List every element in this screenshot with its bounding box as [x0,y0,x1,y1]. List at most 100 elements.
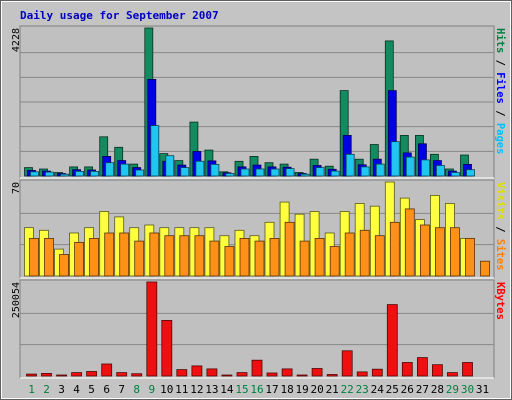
bar-kbytes-day-27 [416,357,428,377]
bar-kbytes-day-23 [356,371,368,377]
bar-sites-day-2 [44,237,54,277]
x-tick-label: 21 [326,383,339,396]
bar-pages-day-11 [180,167,190,177]
bar-sites-day-15 [239,237,250,277]
bar-pages-day-26 [405,156,415,177]
bar-sites-day-16 [254,240,265,277]
bar-kbytes-day-13 [206,368,218,377]
kbytes_panel: 250054 KBytes [11,279,506,379]
bar-sites-day-21 [329,246,340,277]
panel-axis-label: Hits / Files / Pages [494,28,506,154]
bar-kbytes-day-2 [41,372,52,377]
bar-sites-day-18 [284,221,295,277]
bar-pages-day-30 [466,169,475,177]
x-tick-label: 19 [295,383,308,396]
bar-kbytes-day-10 [161,319,173,377]
axis-label-part: Pages [494,123,506,155]
x-tick-label: 5 [88,383,95,396]
visits_panel: 70 Visits / Sites [11,179,506,279]
bar-pages-day-7 [120,163,130,177]
x-tick-label: 12 [190,383,203,396]
bar-kbytes-day-1 [26,373,37,377]
bar-kbytes-day-5 [86,371,97,377]
bar-kbytes-day-29 [446,372,458,377]
x-tick-label: 18 [280,383,293,396]
bar-kbytes-day-19 [296,374,308,377]
bar-kbytes-day-15 [236,372,248,377]
axis-label-part: KBytes [494,282,506,320]
bar-pages-day-13 [210,163,220,177]
bar-kbytes-day-3 [56,374,67,377]
x-tick-label: 4 [73,383,80,396]
x-tick-label: 11 [175,383,188,396]
bar-pages-day-23 [360,166,370,177]
bar-sites-day-24 [374,235,385,277]
bar-kbytes-day-14 [221,374,233,377]
bar-sites-day-3 [59,254,69,277]
bar-pages-day-14 [225,173,235,177]
axis-label-part: / [494,220,506,239]
panel-axis-label: KBytes [494,282,506,320]
x-tick-label: 26 [401,383,414,396]
bar-sites-day-22 [344,232,355,277]
bar-pages-day-16 [255,168,265,177]
bar-kbytes-day-12 [191,365,203,377]
bar-pages-day-27 [420,159,430,177]
axis-label-part: Hits [494,28,506,53]
x-tick-label: 17 [265,383,278,396]
bar-kbytes-day-9 [146,281,158,377]
bar-kbytes-day-28 [431,364,443,377]
bar-kbytes-day-7 [116,372,128,377]
x-tick-label: 23 [356,383,369,396]
bar-sites-day-11 [179,235,190,277]
bar-sites-day-31 [480,260,490,277]
x-tick-label: 6 [103,383,110,396]
bar-kbytes-day-6 [101,363,113,377]
x-tick-label: 31 [476,383,489,396]
panel-axis-label: Visits / Sites [494,182,506,271]
bar-sites-day-5 [89,237,99,277]
bar-pages-day-21 [330,170,340,177]
x-tick-label: 24 [371,383,385,396]
bar-pages-day-15 [240,168,250,177]
x-tick-label: 3 [58,383,65,396]
bar-sites-day-29 [449,227,460,277]
axis-label-part: / [494,104,506,123]
bar-pages-day-29 [450,172,460,177]
axis-label-part: / [494,53,506,72]
bar-sites-day-1 [29,237,39,277]
bar-kbytes-day-25 [386,304,398,377]
x-tick-label: 14 [220,383,234,396]
x-tick-label: 20 [310,383,323,396]
bar-kbytes-day-8 [131,373,143,377]
x-tick-label: 29 [446,383,459,396]
bar-sites-day-25 [389,221,400,277]
bar-sites-day-14 [224,246,235,277]
bar-sites-day-30 [465,237,475,277]
bar-kbytes-day-18 [281,368,293,377]
bar-pages-day-5 [90,170,99,177]
bar-pages-day-1 [30,171,39,177]
x-tick-label: 15 [235,383,248,396]
bar-kbytes-day-4 [71,372,82,377]
x-tick-label: 2 [43,383,50,396]
bar-sites-day-26 [404,208,415,277]
x-tick-label: 10 [160,383,173,396]
x-tick-label: 8 [133,383,140,396]
x-tick-label: 9 [148,383,155,396]
bar-kbytes-day-26 [401,362,413,377]
bar-kbytes-day-21 [326,374,338,377]
bar-sites-day-4 [74,241,84,277]
bar-sites-day-20 [314,237,325,277]
bar-pages-day-10 [165,155,175,177]
hits_panel: 4228 Hits / Files / Pages [11,25,506,179]
bar-pages-day-25 [390,141,400,177]
bar-pages-day-19 [300,173,310,177]
bar-pages-day-3 [60,173,69,177]
y-max-label: 70 [11,182,22,194]
x-tick-label: 30 [461,383,474,396]
bar-sites-day-12 [194,235,205,277]
